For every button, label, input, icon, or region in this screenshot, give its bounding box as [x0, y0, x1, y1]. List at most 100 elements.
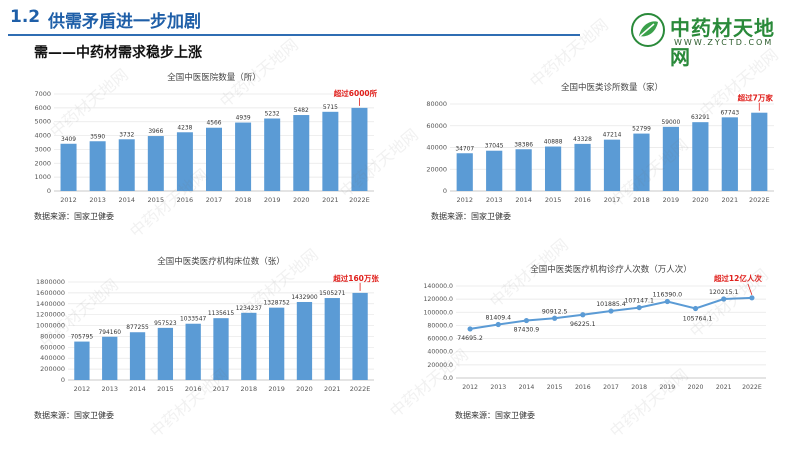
bar — [603, 139, 621, 191]
bar — [352, 292, 368, 380]
x-tick-label: 2014 — [118, 196, 135, 204]
section-number: 1.2 — [10, 7, 41, 27]
x-tick-label: 2016 — [575, 384, 591, 391]
y-tick-label: 0 — [61, 376, 65, 384]
slide-subtitle: 需——中药材需求稳步上涨 — [34, 45, 202, 61]
bar — [213, 318, 229, 380]
data-point — [467, 326, 473, 332]
chart-hospitals-svg: 全国中医医院数量（所） 0 1000 2000 3000 4000 5000 6000 7000… — [34, 72, 377, 204]
data-label: 63291 — [691, 115, 710, 121]
y-tick-label: 140000.0 — [423, 283, 453, 290]
bar — [129, 332, 146, 380]
data-label: 3966 — [148, 129, 163, 135]
y-tick-label: 60000 — [426, 122, 447, 130]
bar — [486, 150, 503, 191]
x-tick-label: 2018 — [633, 196, 650, 204]
chart-title: 全国中医类医疗机构诊疗人次数（万人次） — [530, 264, 692, 275]
chart-beds: 全国中医类医疗机构床位数（张） 0 200000 400000 600000 800000… — [20, 250, 380, 400]
source-note: 数据来源：国家卫健委 — [34, 411, 114, 420]
data-label: 5232 — [265, 111, 280, 117]
chart-beds-svg: 全国中医类医疗机构床位数（张） 0 200000 400000 600000 800000… — [36, 256, 379, 393]
data-point — [749, 295, 755, 301]
data-label: 116390.0 — [653, 292, 683, 299]
bar — [102, 336, 118, 380]
y-tick-label: 600000 — [40, 343, 65, 351]
data-point — [692, 305, 699, 312]
data-label: 105764.1 — [683, 315, 713, 322]
leaf-logo-icon — [631, 13, 665, 47]
bar — [662, 126, 680, 191]
y-tick-label: 6000 — [34, 104, 51, 112]
company-logo: 中药材天地网 WWW.ZYCTD.COM — [630, 12, 792, 69]
data-label: 34707 — [455, 146, 474, 152]
data-point — [495, 321, 501, 328]
bar — [118, 139, 135, 191]
x-tick-label: 2021 — [324, 385, 341, 393]
y-tick-label: 0 — [47, 187, 51, 195]
x-tick-label: 2022E — [350, 385, 371, 393]
bar — [241, 312, 257, 380]
annotation-label: 超过7万家 — [737, 93, 774, 103]
y-tick-label: 400000 — [40, 354, 65, 362]
y-tick-label: 80000.0 — [427, 322, 453, 329]
y-tick-label: 7000 — [34, 90, 51, 98]
x-tick-label: 2015 — [157, 385, 174, 393]
y-tick-label: 20000 — [426, 165, 447, 173]
bar — [692, 122, 709, 191]
data-label: 87430.9 — [514, 327, 540, 334]
bar — [751, 112, 768, 191]
x-tick-label: 2016 — [177, 196, 194, 204]
chart-clinics-svg: 全国中医类诊所数量（家） 0 20000 40000 60000 80000 2012 201… — [426, 82, 774, 204]
x-tick-label: 2020 — [296, 385, 313, 393]
y-tick-label: 800000 — [40, 332, 65, 340]
x-tick-label: 2013 — [490, 384, 506, 391]
data-label: 794160 — [98, 330, 121, 336]
data-point — [608, 308, 614, 314]
x-tick-label: 2017 — [213, 385, 230, 393]
bar — [74, 341, 90, 380]
bar — [721, 117, 738, 191]
logo-url: WWW.ZYCTD.COM — [674, 38, 774, 47]
slide-header: 1.2 供需矛盾进一步加剧 — [0, 0, 800, 36]
bar — [633, 133, 650, 191]
y-tick-label: 100000.0 — [423, 309, 453, 316]
bar — [324, 298, 340, 380]
data-label: 877255 — [126, 325, 149, 331]
x-tick-label: 2021 — [716, 384, 732, 391]
bar — [351, 107, 368, 191]
bar — [206, 127, 222, 191]
x-tick-label: 2015 — [148, 196, 165, 204]
y-tick-label: 3000 — [34, 145, 51, 153]
chart-clinics: 全国中医类诊所数量（家） 0 20000 40000 60000 80000 2012 201… — [410, 76, 782, 211]
bar — [574, 143, 591, 191]
bar — [89, 141, 106, 191]
data-label: 52799 — [632, 127, 651, 133]
y-tick-label: 5000 — [34, 118, 51, 126]
section-title: 供需矛盾进一步加剧 — [48, 12, 201, 32]
bar — [157, 327, 174, 380]
x-tick-label: 2018 — [631, 384, 647, 391]
data-label: 74695.2 — [457, 335, 483, 342]
data-label: 4566 — [207, 121, 222, 127]
x-tick-label: 2013 — [486, 196, 503, 204]
data-label: 5482 — [294, 108, 309, 114]
chart-title: 全国中医医院数量（所） — [167, 72, 261, 83]
chart-title: 全国中医类医疗机构床位数（张） — [157, 256, 285, 267]
data-label: 1505271 — [319, 291, 345, 297]
x-tick-label: 2022E — [742, 384, 762, 391]
source-note: 数据来源：国家卫健委 — [431, 212, 511, 221]
x-tick-label: 2020 — [692, 196, 709, 204]
x-tick-label: 2013 — [101, 385, 118, 393]
y-tick-label: 1000 — [34, 173, 51, 181]
annotation-label: 超过160万张 — [332, 273, 379, 283]
source-note: 数据来源：国家卫健委 — [455, 411, 535, 420]
data-label: 47214 — [603, 133, 622, 139]
chart-title: 全国中医类诊所数量（家） — [561, 82, 663, 93]
annotation-label: 超过12亿人次 — [713, 273, 762, 283]
x-tick-label: 2014 — [515, 196, 532, 204]
bar — [322, 111, 339, 191]
data-point — [721, 296, 727, 302]
x-tick-label: 2019 — [663, 196, 680, 204]
data-point — [552, 315, 558, 321]
x-tick-label: 2022E — [349, 196, 370, 204]
